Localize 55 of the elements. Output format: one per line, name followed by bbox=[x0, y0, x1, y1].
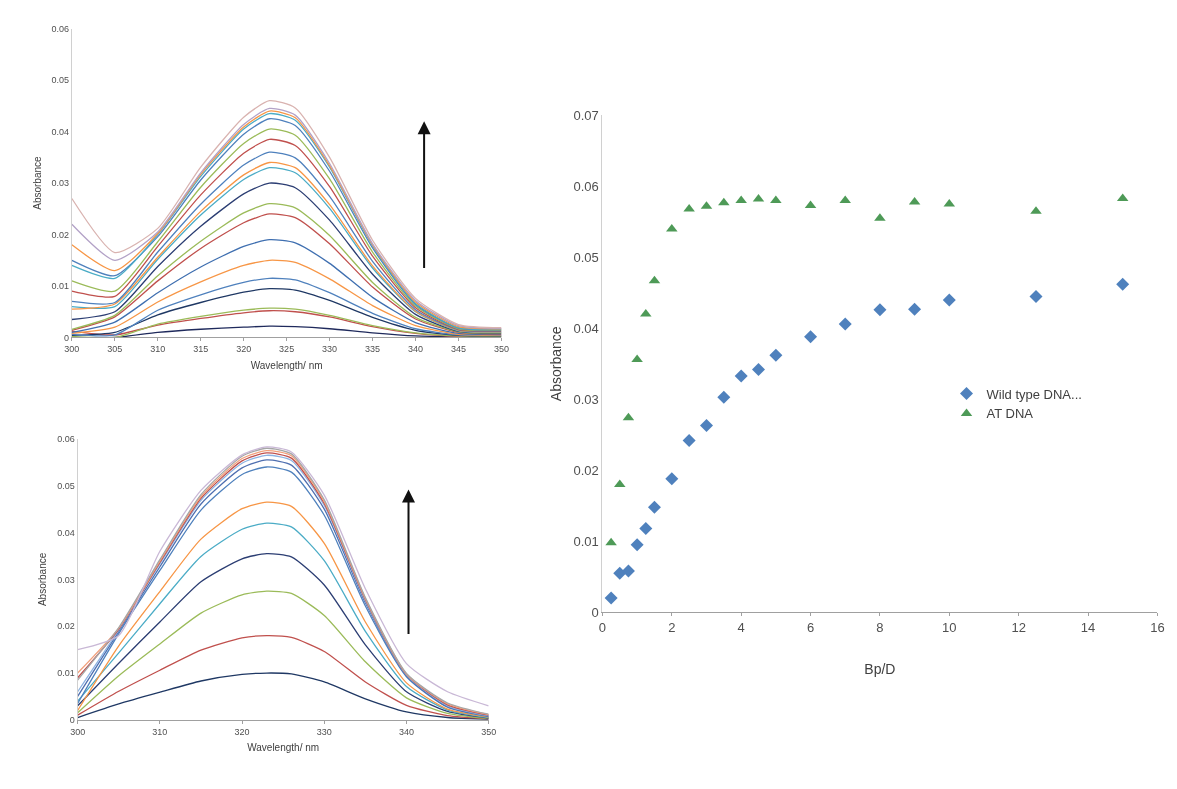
x-tick-label: 4 bbox=[737, 619, 745, 635]
y-tick-label: 0.03 bbox=[573, 391, 599, 407]
y-tick-label: 0.06 bbox=[51, 23, 70, 34]
y-tick-label: 0.01 bbox=[51, 281, 70, 292]
x-tick-label: 350 bbox=[481, 726, 497, 737]
x-tick-label: 305 bbox=[107, 344, 123, 355]
y-tick-label: 0.05 bbox=[51, 75, 70, 86]
y-tick-label: 0.01 bbox=[573, 533, 599, 549]
y-tick-label: 0.03 bbox=[51, 178, 70, 189]
x-tick-label: 335 bbox=[365, 344, 381, 355]
x-axis-title: Bp/D bbox=[864, 661, 896, 678]
y-tick-label: 0.02 bbox=[57, 621, 75, 632]
y-tick-label: 0 bbox=[64, 332, 70, 343]
x-tick-label: 300 bbox=[70, 726, 86, 737]
x-tick-label: 350 bbox=[493, 344, 509, 355]
x-tick-label: 320 bbox=[234, 726, 250, 737]
y-tick-label: 0.04 bbox=[573, 320, 599, 336]
y-tick-label: 0.02 bbox=[573, 462, 599, 478]
x-tick-label: 14 bbox=[1080, 619, 1096, 635]
y-tick-label: 0.02 bbox=[51, 229, 70, 240]
y-tick-label: 0.05 bbox=[57, 480, 75, 491]
y-tick-label: 0.06 bbox=[573, 178, 599, 194]
x-tick-label: 345 bbox=[450, 344, 466, 355]
x-tick-label: 6 bbox=[806, 619, 815, 635]
x-tick-label: 340 bbox=[398, 726, 414, 737]
x-tick-label: 330 bbox=[316, 726, 332, 737]
y-tick-label: 0.04 bbox=[57, 527, 75, 538]
x-tick-label: 310 bbox=[152, 726, 168, 737]
x-tick-label: 300 bbox=[64, 344, 80, 355]
x-tick-label: 340 bbox=[408, 344, 424, 355]
x-tick-label: 16 bbox=[1150, 619, 1165, 635]
x-tick-label: 8 bbox=[876, 619, 884, 635]
legend-label: Wild type DNA... bbox=[986, 386, 1082, 402]
y-axis-title: Absorbance bbox=[37, 552, 49, 607]
y-tick-label: 0.05 bbox=[573, 249, 599, 265]
y-tick-label: 0.03 bbox=[57, 574, 75, 585]
x-tick-label: 2 bbox=[668, 619, 676, 635]
y-axis-title: Absorbance bbox=[548, 326, 565, 402]
y-tick-label: 0.06 bbox=[57, 434, 75, 445]
x-tick-label: 330 bbox=[322, 344, 338, 355]
y-axis-title: Absorbance bbox=[31, 155, 43, 210]
x-tick-label: 310 bbox=[150, 344, 166, 355]
x-tick-label: 325 bbox=[279, 344, 295, 355]
x-axis-title: Wavelength/ nm bbox=[250, 359, 323, 371]
x-axis-title: Wavelength/ nm bbox=[247, 742, 320, 754]
y-tick-label: 0 bbox=[69, 715, 75, 725]
y-tick-label: 0 bbox=[591, 604, 599, 620]
y-tick-label: 0.04 bbox=[51, 126, 70, 137]
x-tick-label: 315 bbox=[193, 344, 209, 355]
legend-label: AT DNA bbox=[986, 406, 1034, 422]
x-tick-label: 10 bbox=[942, 619, 957, 635]
y-tick-label: 0.01 bbox=[57, 668, 75, 679]
y-tick-label: 0.07 bbox=[573, 107, 599, 123]
x-tick-label: 320 bbox=[236, 344, 252, 355]
x-tick-label: 12 bbox=[1011, 619, 1026, 635]
